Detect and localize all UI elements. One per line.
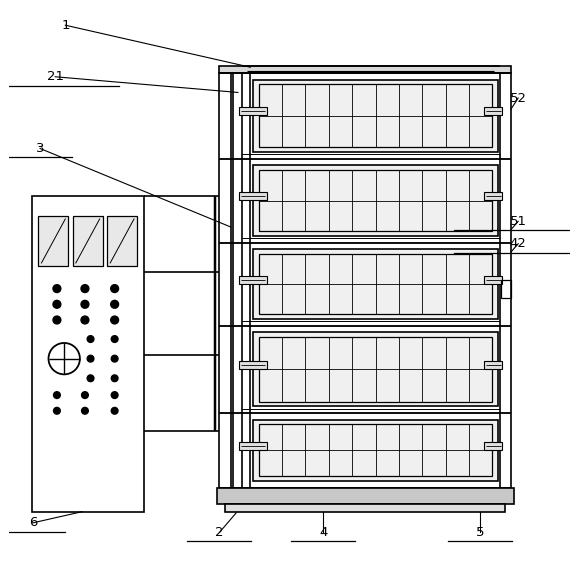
Bar <box>233 73 242 487</box>
Circle shape <box>111 392 118 398</box>
Text: 42: 42 <box>510 237 526 250</box>
Bar <box>259 337 492 402</box>
Circle shape <box>82 408 89 414</box>
Bar <box>32 196 144 512</box>
Bar <box>484 192 503 200</box>
Bar <box>239 361 267 368</box>
Text: 52: 52 <box>510 92 527 105</box>
Circle shape <box>53 408 60 414</box>
Bar <box>253 80 498 152</box>
Bar <box>500 73 511 487</box>
Circle shape <box>87 336 94 342</box>
Circle shape <box>111 408 118 414</box>
Text: 5: 5 <box>476 526 484 539</box>
Circle shape <box>111 316 119 324</box>
Bar <box>484 442 503 450</box>
Circle shape <box>111 355 118 362</box>
Circle shape <box>111 301 119 308</box>
Bar <box>73 216 102 266</box>
Bar <box>219 73 230 487</box>
Circle shape <box>81 301 89 308</box>
Text: 51: 51 <box>510 215 527 228</box>
Circle shape <box>82 392 89 398</box>
Text: 4: 4 <box>319 526 327 539</box>
Bar <box>219 66 511 73</box>
Circle shape <box>87 355 94 362</box>
Circle shape <box>53 392 60 398</box>
Bar <box>253 250 498 319</box>
Bar <box>239 276 267 284</box>
Bar <box>107 216 137 266</box>
Circle shape <box>81 316 89 324</box>
Text: 1: 1 <box>61 19 69 32</box>
Text: 3: 3 <box>36 142 45 155</box>
Circle shape <box>53 301 61 308</box>
Circle shape <box>111 285 119 293</box>
Text: 2: 2 <box>215 526 223 539</box>
Bar <box>239 442 267 450</box>
Bar <box>484 108 503 115</box>
Circle shape <box>111 375 118 381</box>
Circle shape <box>53 316 61 324</box>
Bar <box>253 332 498 406</box>
Text: 6: 6 <box>28 516 37 529</box>
Bar <box>253 165 498 236</box>
Bar <box>259 84 492 147</box>
Bar <box>38 216 68 266</box>
Bar <box>501 280 511 298</box>
Bar <box>259 424 492 477</box>
Circle shape <box>53 285 61 293</box>
Circle shape <box>81 285 89 293</box>
Circle shape <box>87 375 94 381</box>
Bar <box>225 504 505 512</box>
Bar <box>484 276 503 284</box>
Bar <box>239 192 267 200</box>
Bar <box>259 254 492 314</box>
Bar <box>239 108 267 115</box>
Text: 21: 21 <box>47 70 64 83</box>
Bar <box>484 361 503 368</box>
Bar <box>259 170 492 231</box>
Bar <box>253 420 498 481</box>
Circle shape <box>111 336 118 342</box>
Bar <box>217 487 514 504</box>
